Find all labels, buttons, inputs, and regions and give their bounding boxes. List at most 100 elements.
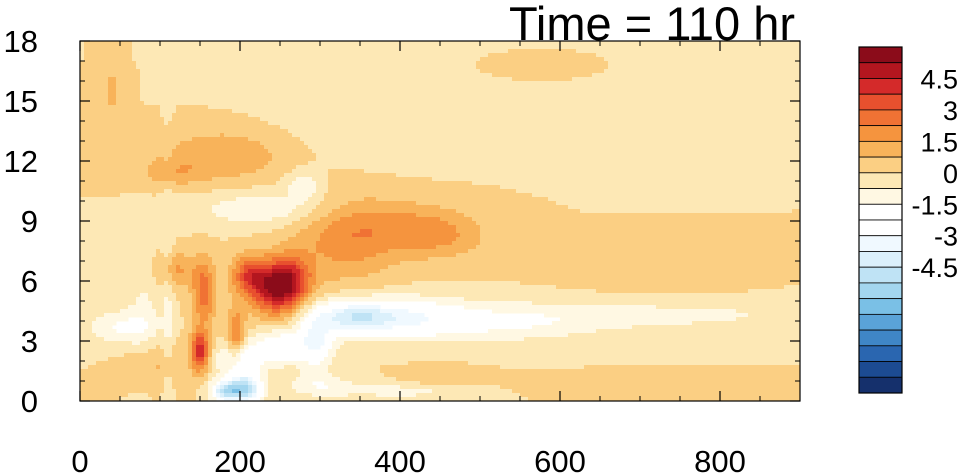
heatmap-cell [216, 93, 221, 98]
heatmap-cell [564, 141, 569, 146]
heatmap-cell [452, 57, 457, 62]
heatmap-cell [144, 77, 149, 82]
heatmap-cell [480, 65, 485, 70]
heatmap-cell [364, 125, 369, 130]
heatmap-cell [448, 133, 453, 138]
heatmap-cell [632, 133, 637, 138]
heatmap-cell [304, 57, 309, 62]
heatmap-cell [600, 129, 605, 134]
heatmap-cell [528, 57, 533, 62]
heatmap-cell [760, 53, 765, 58]
heatmap-cell [304, 49, 309, 54]
heatmap-cell [184, 97, 189, 102]
heatmap-cell [424, 97, 429, 102]
heatmap-cell [580, 61, 585, 66]
heatmap-cell [124, 77, 129, 82]
heatmap-cell [328, 49, 333, 54]
heatmap-cell [356, 45, 361, 50]
heatmap-cell [144, 109, 149, 114]
heatmap-cell [628, 109, 633, 114]
heatmap-cell [288, 97, 293, 102]
heatmap-cell [716, 41, 721, 46]
heatmap-cell [532, 89, 537, 94]
heatmap-cell [192, 41, 197, 46]
heatmap-cell [428, 69, 433, 74]
heatmap-cell [232, 101, 237, 106]
heatmap-cell [252, 65, 257, 70]
heatmap-cell [300, 77, 305, 82]
heatmap-cell [452, 137, 457, 142]
heatmap-cell [400, 49, 405, 54]
heatmap-cell [256, 81, 261, 86]
heatmap-cell [476, 49, 481, 54]
heatmap-cell [264, 105, 269, 110]
heatmap-cell [564, 45, 569, 50]
heatmap-cell [360, 81, 365, 86]
heatmap-cell [216, 137, 221, 142]
heatmap-cell [576, 101, 581, 106]
heatmap-cell [120, 93, 125, 98]
heatmap-cell [400, 53, 405, 58]
heatmap-cell [652, 109, 657, 114]
heatmap-cell [592, 73, 597, 78]
heatmap-cell [172, 53, 177, 58]
heatmap-cell [468, 89, 473, 94]
heatmap-cell [684, 45, 689, 50]
heatmap-cell [552, 149, 557, 154]
heatmap-cell [280, 133, 285, 138]
heatmap-cell [664, 125, 669, 130]
heatmap-cell [408, 125, 413, 130]
heatmap-cell [84, 149, 89, 154]
heatmap-cell [608, 61, 613, 66]
heatmap-cell [448, 85, 453, 90]
heatmap-cell [248, 89, 253, 94]
heatmap-cell [248, 97, 253, 102]
heatmap-cell [536, 85, 541, 90]
heatmap-cell [324, 149, 329, 154]
heatmap-cell [520, 105, 525, 110]
heatmap-cell [688, 61, 693, 66]
heatmap-cell [460, 141, 465, 146]
heatmap-cell [336, 77, 341, 82]
heatmap-cell [296, 97, 301, 102]
heatmap-cell [744, 57, 749, 62]
heatmap-cell [376, 65, 381, 70]
heatmap-cell [528, 61, 533, 66]
heatmap-cell [640, 121, 645, 126]
heatmap-cell [520, 113, 525, 118]
heatmap-cell [668, 45, 673, 50]
heatmap-cell [764, 45, 769, 50]
heatmap-cell [112, 65, 117, 70]
heatmap-cell [456, 65, 461, 70]
heatmap-cell [80, 53, 85, 58]
heatmap-cell [700, 45, 705, 50]
heatmap-cell [424, 129, 429, 134]
heatmap-cell [140, 93, 145, 98]
heatmap-cell [760, 109, 765, 114]
heatmap-cell [184, 101, 189, 106]
heatmap-cell [92, 65, 97, 70]
heatmap-cell [604, 101, 609, 106]
heatmap-cell [244, 141, 249, 146]
heatmap-cell [296, 101, 301, 106]
heatmap-cell [616, 45, 621, 50]
heatmap-cell [648, 117, 653, 122]
heatmap-cell [180, 73, 185, 78]
heatmap-cell [556, 81, 561, 86]
heatmap-cell [768, 89, 773, 94]
heatmap-cell [376, 101, 381, 106]
heatmap-cell [748, 141, 753, 146]
heatmap-cell [748, 97, 753, 102]
heatmap-cell [292, 45, 297, 50]
heatmap-cell [760, 69, 765, 74]
heatmap-cell [452, 133, 457, 138]
heatmap-cell [108, 77, 113, 82]
heatmap-cell [100, 93, 105, 98]
heatmap-cell [604, 125, 609, 130]
heatmap-cell [756, 129, 761, 134]
heatmap-cell [396, 105, 401, 110]
heatmap-cell [120, 65, 125, 70]
heatmap-cell [368, 113, 373, 118]
heatmap-cell [448, 137, 453, 142]
heatmap-cell [624, 129, 629, 134]
